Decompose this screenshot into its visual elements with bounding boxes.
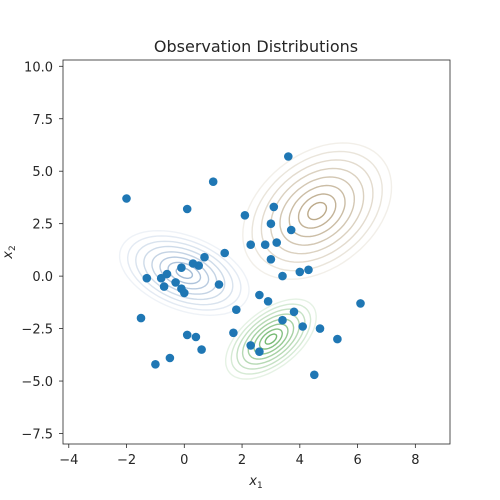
data-point xyxy=(246,240,255,249)
data-point xyxy=(284,152,293,161)
data-point xyxy=(295,267,305,277)
data-point xyxy=(142,273,152,283)
data-point xyxy=(232,305,241,315)
data-point xyxy=(333,334,342,344)
contour-line xyxy=(260,159,374,263)
contour-line xyxy=(288,184,346,238)
contour-line xyxy=(251,150,383,272)
y-tick-label: −5.0 xyxy=(21,375,53,390)
x-tick-label: 6 xyxy=(353,453,361,468)
data-point xyxy=(191,332,201,342)
data-point xyxy=(304,265,313,275)
contour-line xyxy=(269,167,365,255)
data-point xyxy=(208,177,218,186)
contour-line xyxy=(118,229,250,317)
data-point xyxy=(240,211,250,220)
y-tick-label: −7.5 xyxy=(21,428,53,443)
x-tick-label: 2 xyxy=(238,453,246,468)
contour-line xyxy=(241,313,300,365)
data-point xyxy=(151,360,160,369)
data-point xyxy=(200,252,209,262)
data-point xyxy=(220,248,229,258)
data-point xyxy=(197,345,206,354)
data-point xyxy=(263,297,273,306)
x-tick-label: 8 xyxy=(411,453,419,468)
contour-line xyxy=(264,333,278,345)
data-point xyxy=(278,271,287,281)
plot-frame xyxy=(62,59,451,445)
data-point xyxy=(310,370,319,380)
x-axis-label-sub: 1 xyxy=(257,481,263,491)
data-point xyxy=(255,290,264,300)
data-point xyxy=(266,254,276,264)
chart-title: Observation Distributions xyxy=(154,37,358,56)
contour-line xyxy=(307,201,328,221)
y-tick-label: 10.0 xyxy=(24,60,53,75)
data-point xyxy=(159,282,169,291)
contour-line xyxy=(224,298,317,380)
y-tick-label: 7.5 xyxy=(32,113,53,128)
data-point xyxy=(177,263,186,273)
contour-line xyxy=(297,193,337,229)
y-axis-label-main: x xyxy=(1,251,16,260)
data-point xyxy=(214,280,224,289)
distribution-contours xyxy=(118,142,393,380)
data-point xyxy=(180,288,189,298)
y-axis-label-sub: 2 xyxy=(8,245,18,251)
x-tick-label: −4 xyxy=(59,453,78,468)
data-point xyxy=(182,330,192,340)
contour-line xyxy=(126,235,242,311)
y-tick-label: −2.5 xyxy=(21,323,53,338)
data-point xyxy=(246,341,255,350)
data-point xyxy=(188,259,198,268)
data-point xyxy=(171,278,180,287)
y-tick-label: 0.0 xyxy=(32,270,53,285)
data-point xyxy=(165,353,175,363)
data-point xyxy=(260,240,270,249)
data-point xyxy=(122,194,131,203)
x-axis-label: x1 xyxy=(248,474,262,491)
x-axis-label-main: x xyxy=(248,474,257,489)
x-tick-label: 4 xyxy=(296,453,304,468)
data-point xyxy=(286,225,296,235)
x-axis-ticks: −4 −2 0 2 4 6 8 xyxy=(59,444,419,468)
y-tick-label: 2.5 xyxy=(32,218,53,233)
contour-line xyxy=(247,318,295,360)
data-point xyxy=(255,347,264,357)
data-point xyxy=(266,219,276,228)
data-point xyxy=(356,299,365,308)
contour-line xyxy=(236,308,306,370)
data-point xyxy=(298,322,308,331)
data-point xyxy=(182,204,192,214)
data-point xyxy=(272,238,282,247)
contour-line xyxy=(230,303,312,375)
data-point xyxy=(156,273,166,283)
y-tick-label: 5.0 xyxy=(32,165,53,180)
contour-line xyxy=(279,176,356,246)
data-point xyxy=(229,328,238,338)
y-axis-ticks: −7.5 −5.0 −2.5 0.0 2.5 5.0 7.5 10.0 xyxy=(21,60,63,443)
x-tick-label: −2 xyxy=(117,453,136,468)
data-points xyxy=(122,152,365,380)
data-point xyxy=(136,313,146,323)
data-point xyxy=(315,324,325,333)
data-point xyxy=(278,315,287,325)
data-point xyxy=(269,202,279,212)
x-tick-label: 0 xyxy=(180,453,188,468)
data-point xyxy=(289,307,299,317)
y-axis-label: x2 xyxy=(1,245,18,259)
